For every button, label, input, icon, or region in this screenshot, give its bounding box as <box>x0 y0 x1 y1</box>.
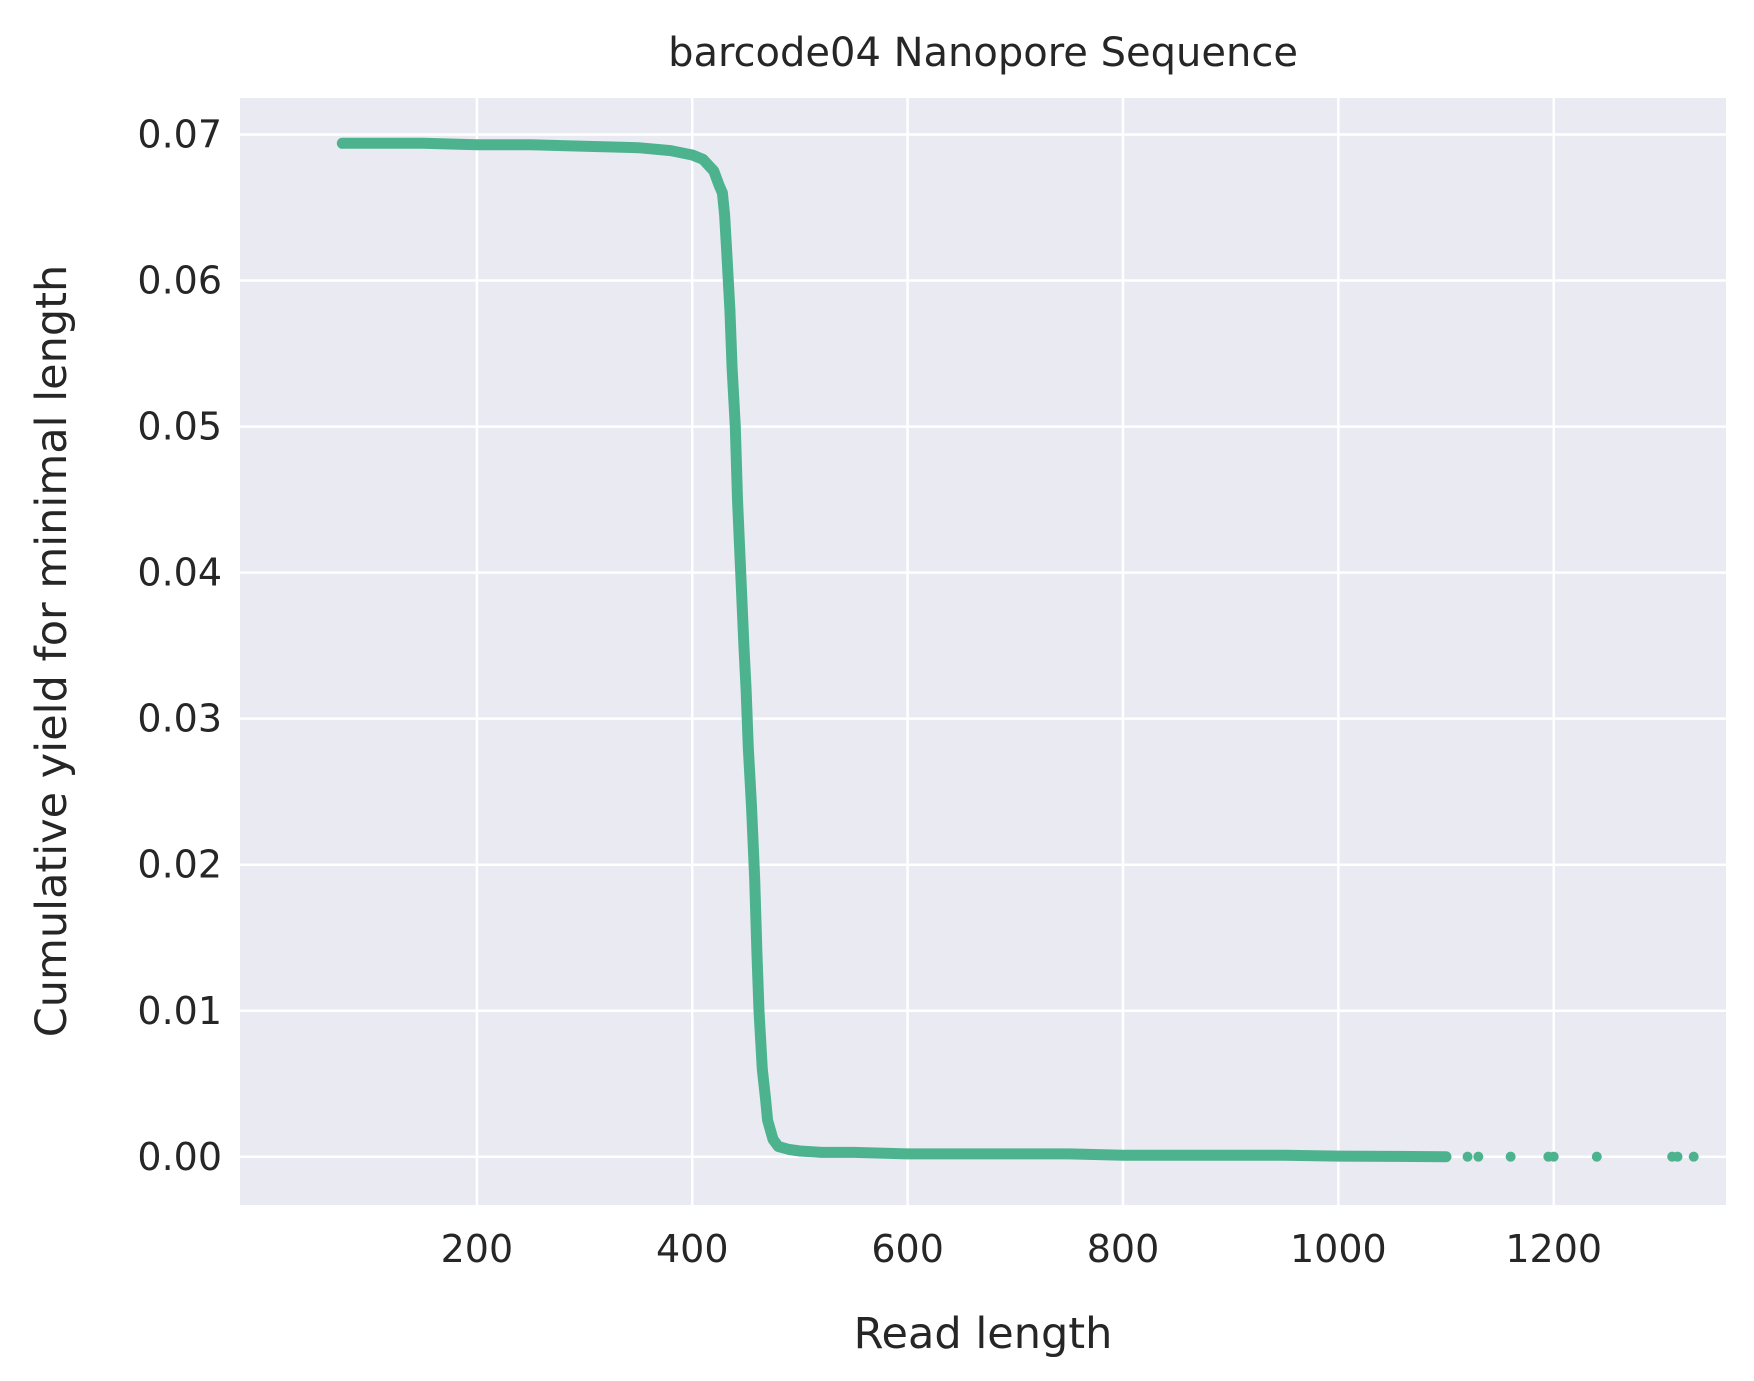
data-point <box>848 1147 859 1158</box>
y-tick-label: 0.07 <box>137 113 222 157</box>
data-point <box>749 874 760 885</box>
data-point-outlier <box>1473 1151 1484 1162</box>
data-point <box>794 1145 805 1156</box>
data-point <box>719 209 730 220</box>
y-tick-label: 0.04 <box>137 551 222 595</box>
data-point <box>816 1147 827 1158</box>
data-point <box>730 421 741 432</box>
data-point <box>364 138 375 149</box>
data-point <box>418 138 429 149</box>
y-tick-label: 0.02 <box>137 843 222 887</box>
data-point <box>735 567 746 578</box>
data-marks <box>336 137 1699 1163</box>
data-point-outlier <box>1462 1151 1473 1162</box>
data-point <box>724 304 735 315</box>
data-point <box>751 947 762 958</box>
plot-background <box>240 98 1726 1205</box>
data-point-outlier <box>1505 1151 1516 1162</box>
data-point <box>1010 1148 1021 1159</box>
data-point-outlier <box>1548 1151 1559 1162</box>
x-tick-label: 1000 <box>1290 1227 1387 1271</box>
data-point <box>784 1144 795 1155</box>
data-point <box>956 1148 967 1159</box>
data-point <box>1441 1151 1452 1162</box>
data-point <box>746 801 757 812</box>
x-tick-label: 200 <box>441 1227 514 1271</box>
y-axis-label: Cumulative yield for minimal length <box>27 265 77 1038</box>
y-axis-ticks: 0.00 0.01 0.02 0.03 0.04 0.05 0.06 0.07 <box>137 113 222 1179</box>
data-point-outlier <box>1672 1151 1683 1162</box>
data-point <box>687 149 698 160</box>
y-tick-label: 0.05 <box>137 405 222 449</box>
data-point <box>721 246 732 257</box>
x-tick-label: 400 <box>656 1227 729 1271</box>
data-point <box>902 1148 913 1159</box>
data-point-outlier <box>1591 1151 1602 1162</box>
x-tick-label: 800 <box>1087 1227 1160 1271</box>
data-point <box>337 138 348 149</box>
data-point-outlier <box>1688 1151 1699 1162</box>
y-tick-label: 0.01 <box>137 989 222 1033</box>
data-point <box>579 141 590 152</box>
data-point <box>760 1093 771 1104</box>
data-point <box>1225 1150 1236 1161</box>
data-point <box>773 1141 784 1152</box>
data-point <box>727 363 738 374</box>
data-point <box>525 139 536 150</box>
chart-title: barcode04 Nanopore Sequence <box>668 30 1298 76</box>
x-axis-ticks: 200 400 600 800 1000 1200 <box>441 1227 1602 1271</box>
data-point <box>717 187 728 198</box>
y-tick-label: 0.06 <box>137 259 222 303</box>
y-tick-label: 0.00 <box>137 1135 222 1179</box>
data-point <box>768 1134 779 1145</box>
data-point <box>732 494 743 505</box>
data-point <box>741 684 752 695</box>
data-point <box>471 139 482 150</box>
data-point <box>757 1064 768 1075</box>
data-point <box>698 154 709 165</box>
data-point <box>708 166 719 177</box>
data-point <box>738 640 749 651</box>
grid <box>240 98 1726 1205</box>
data-point <box>1064 1148 1075 1159</box>
data-point <box>1171 1150 1182 1161</box>
data-point <box>1333 1151 1344 1162</box>
y-tick-label: 0.03 <box>137 697 222 741</box>
data-point <box>754 1005 765 1016</box>
data-point <box>1279 1150 1290 1161</box>
data-point <box>633 142 644 153</box>
x-tick-label: 1200 <box>1505 1227 1602 1271</box>
data-point <box>762 1115 773 1126</box>
x-axis-label: Read length <box>854 1309 1113 1359</box>
x-tick-label: 600 <box>871 1227 944 1271</box>
data-point <box>665 145 676 156</box>
data-point <box>1117 1150 1128 1161</box>
data-point <box>743 742 754 753</box>
data-point <box>1387 1151 1398 1162</box>
